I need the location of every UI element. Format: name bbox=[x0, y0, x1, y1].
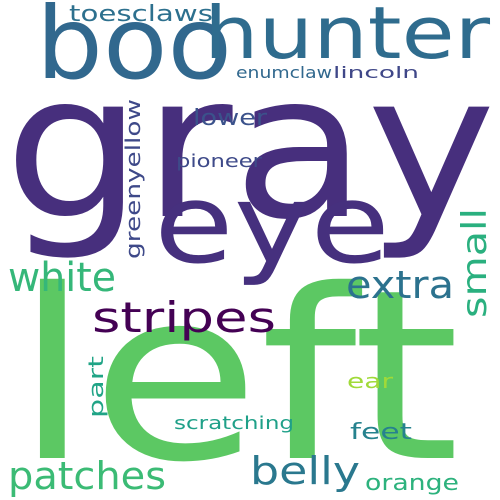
word-enumclaw: enumclaw bbox=[236, 63, 332, 82]
word-pioneer: pioneer bbox=[176, 151, 263, 172]
word-stripes: stripes bbox=[92, 293, 276, 342]
word-white: white bbox=[8, 255, 116, 301]
word-lincoln: lincoln bbox=[333, 63, 419, 82]
word-extra: extra bbox=[346, 263, 454, 307]
word-belly: belly bbox=[250, 449, 360, 493]
word-scratching: scratching bbox=[174, 413, 294, 434]
word-hunter: hunter bbox=[204, 0, 490, 75]
word-left: left bbox=[14, 239, 460, 500]
word-part: part bbox=[84, 356, 108, 418]
word-gray: gray bbox=[4, 31, 496, 264]
word-toesclaws: toesclaws bbox=[69, 2, 213, 27]
word-boo: boo bbox=[36, 0, 232, 102]
word-orange: orange bbox=[365, 471, 459, 496]
word-small: small bbox=[455, 208, 495, 318]
word-greenyellow: greenyellow bbox=[121, 99, 145, 259]
word-ear: ear bbox=[347, 369, 394, 393]
word-lower: lower bbox=[193, 106, 268, 131]
word-patches: patches bbox=[8, 454, 166, 498]
word-eye: eye bbox=[154, 160, 390, 288]
word-feet: feet bbox=[350, 420, 413, 445]
